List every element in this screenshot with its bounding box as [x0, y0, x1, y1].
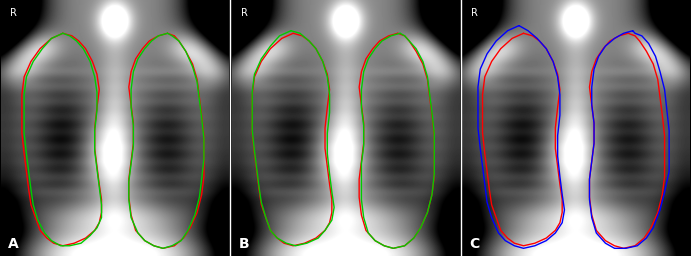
- Text: A: A: [8, 237, 19, 251]
- Text: B: B: [238, 237, 249, 251]
- Text: R: R: [471, 8, 478, 18]
- Text: R: R: [10, 8, 17, 18]
- Text: C: C: [469, 237, 479, 251]
- Text: R: R: [241, 8, 247, 18]
